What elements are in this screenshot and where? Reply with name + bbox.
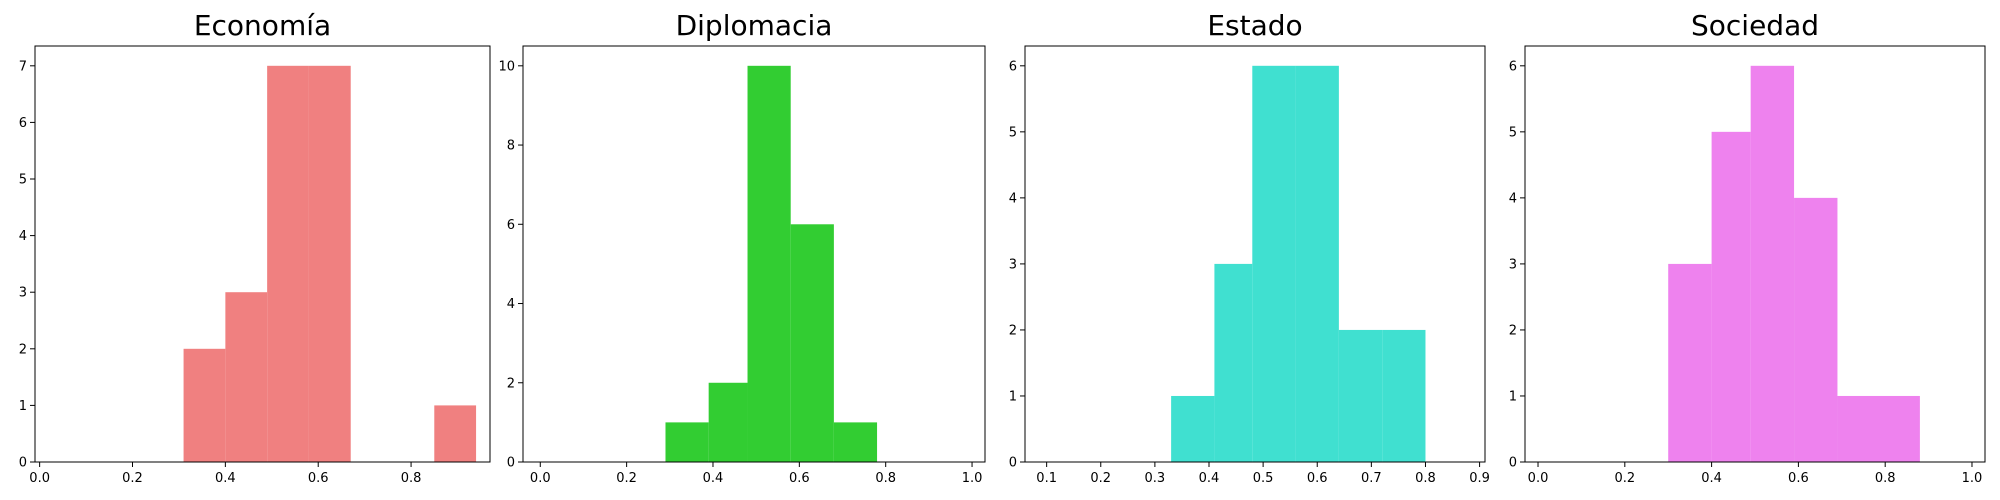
y-tick-label: 0 (507, 456, 515, 471)
x-tick-label: 0.2 (616, 471, 637, 486)
x-tick-label: 0.2 (122, 471, 143, 486)
x-tick-label: 0.1 (1036, 471, 1057, 486)
x-tick-label: 0.6 (308, 471, 329, 486)
x-tick-label: 0.0 (1528, 471, 1549, 486)
y-tick-label: 2 (19, 342, 27, 357)
x-tick-label: 0.3 (1145, 471, 1166, 486)
y-tick-label: 2 (1009, 323, 1017, 338)
y-tick-label: 4 (1009, 191, 1017, 206)
axes-frame (1024, 45, 1486, 463)
histogram-bar (183, 348, 226, 462)
chart-panel: Economía 0.0 0.2 0.4 0.6 0.8 0 1 2 3 4 5 6 7 (19, 9, 491, 486)
y-tick-label: 10 (498, 59, 515, 74)
histogram-bar (747, 65, 791, 463)
x-tick-label: 0.5 (1253, 471, 1274, 486)
axes-frame (522, 45, 986, 463)
x-tick-label: 1.0 (962, 471, 983, 486)
x-tick-label: 0.0 (29, 471, 50, 486)
x-tick-label: 1.0 (1962, 471, 1983, 486)
y-tick-label: 0 (19, 456, 27, 471)
histogram-bar (1837, 395, 1877, 462)
histogram-bar (1252, 65, 1296, 463)
histogram-bar (1295, 65, 1339, 463)
y-tick-label: 5 (19, 173, 27, 188)
x-tick-label: 0.6 (1307, 471, 1328, 486)
histogram-bar (434, 405, 477, 462)
y-tick-label: 3 (19, 286, 27, 301)
y-tick-label: 6 (507, 218, 515, 233)
y-tick-label: 2 (1509, 323, 1517, 338)
histogram-bar (708, 382, 748, 462)
histogram-bar (1338, 329, 1383, 462)
x-tick-label: 0.8 (875, 471, 896, 486)
chart-title: Sociedad (1691, 9, 1819, 42)
histogram-bar (1876, 395, 1920, 462)
x-tick-label: 0.4 (1199, 471, 1220, 486)
y-tick-label: 2 (507, 376, 515, 391)
histogram-bar (665, 422, 709, 462)
y-tick-label: 5 (1509, 125, 1517, 140)
y-tick-label: 6 (1009, 59, 1017, 74)
y-tick-label: 8 (507, 139, 515, 154)
chart-panel: Sociedad 0.0 0.2 0.4 0.6 0.8 1.0 0 1 2 3 4 5 6 (1509, 9, 1986, 486)
y-tick-label: 4 (19, 229, 27, 244)
y-tick-label: 7 (19, 59, 27, 74)
chart-panel: Estado 0.1 0.2 0.3 0.4 0.5 0.6 0.7 0.8 0.9 0 1 2 3 4 5 6 (1009, 9, 1490, 486)
chart-panel: Diplomacia 0.0 0.2 0.4 0.6 0.8 1.0 0 2 4 6 8 10 (498, 9, 986, 486)
y-tick-label: 4 (507, 297, 515, 312)
x-tick-label: 0.2 (1614, 471, 1635, 486)
chart-title: Diplomacia (676, 9, 833, 42)
histogram-bar (833, 422, 878, 462)
y-tick-label: 4 (1509, 191, 1517, 206)
x-tick-label: 0.7 (1361, 471, 1382, 486)
histogram-bar (790, 224, 834, 462)
y-tick-label: 0 (1509, 456, 1517, 471)
histogram-bar (1668, 263, 1712, 462)
x-tick-label: 0.4 (703, 471, 724, 486)
histogram-bar (225, 292, 268, 462)
chart-title: Economía (194, 9, 331, 42)
y-tick-label: 0 (1009, 456, 1017, 471)
x-tick-label: 0.8 (401, 471, 422, 486)
x-tick-label: 0.8 (1415, 471, 1436, 486)
histogram-bar (1794, 197, 1838, 462)
chart-title: Estado (1207, 9, 1302, 42)
x-tick-label: 0.4 (1701, 471, 1722, 486)
x-tick-label: 0.6 (1788, 471, 1809, 486)
y-tick-label: 1 (1509, 389, 1517, 404)
histogram-bar (1711, 131, 1751, 463)
x-tick-label: 0.9 (1469, 471, 1490, 486)
axes-frame (1524, 45, 1986, 463)
x-tick-label: 0.2 (1090, 471, 1111, 486)
histogram-bar (267, 65, 309, 463)
y-tick-label: 6 (1509, 59, 1517, 74)
y-tick-label: 3 (1009, 257, 1017, 272)
histogram-bar (1214, 263, 1253, 462)
histogram-bar (1382, 329, 1426, 462)
histogram-bar (1750, 65, 1795, 463)
y-tick-label: 5 (1009, 125, 1017, 140)
histogram-bar (308, 65, 351, 463)
x-tick-label: 0.6 (789, 471, 810, 486)
axes-frame (34, 45, 491, 463)
y-tick-label: 3 (1509, 257, 1517, 272)
y-tick-label: 1 (19, 399, 27, 414)
histogram-bar (1171, 395, 1215, 462)
x-tick-label: 0.0 (530, 471, 551, 486)
x-tick-label: 0.8 (1875, 471, 1896, 486)
y-tick-label: 1 (1009, 389, 1017, 404)
y-tick-label: 6 (19, 116, 27, 131)
x-tick-label: 0.4 (215, 471, 236, 486)
